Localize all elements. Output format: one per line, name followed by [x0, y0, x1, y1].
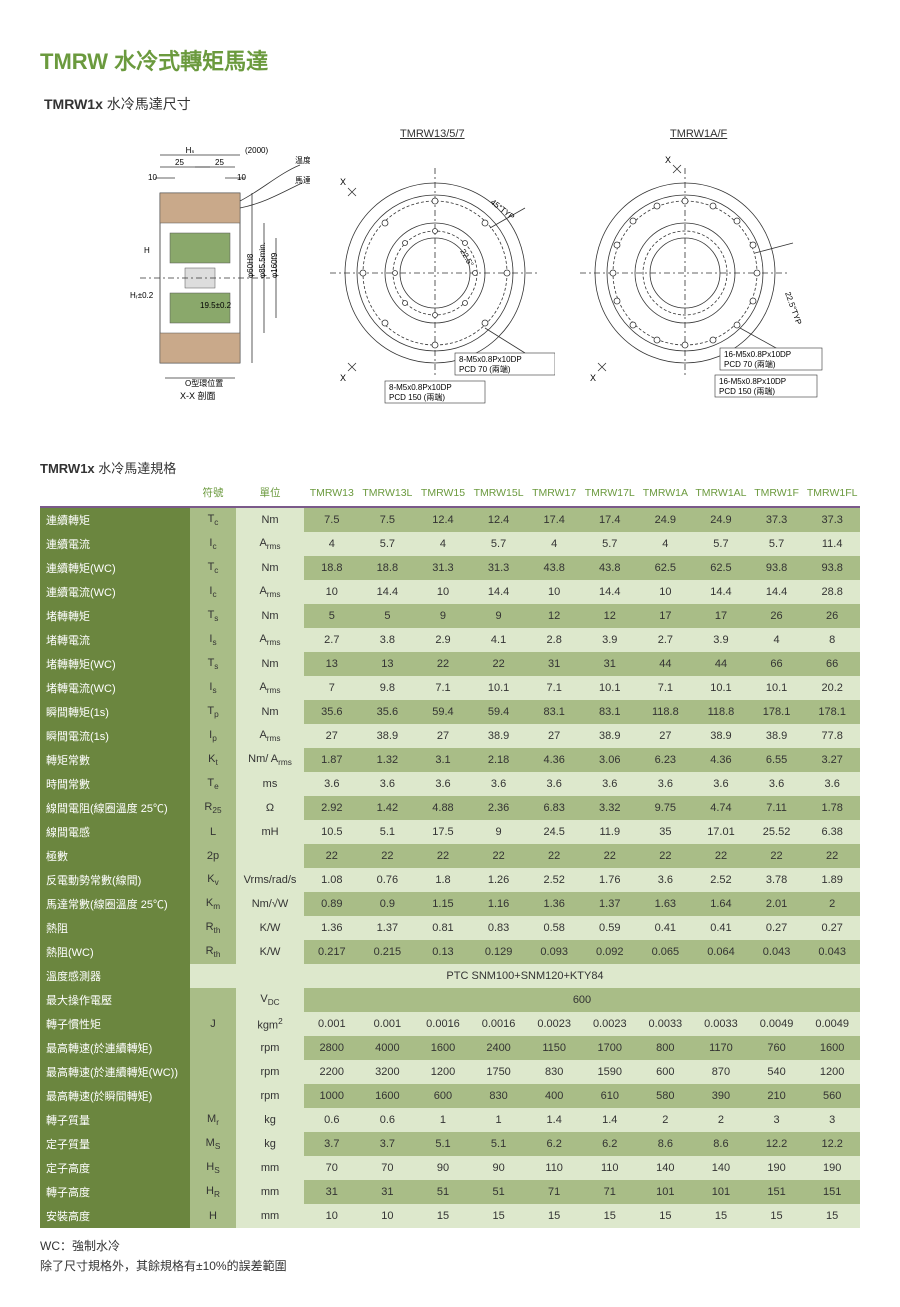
svg-text:X: X: [590, 373, 596, 383]
spec-table: 符號單位TMRW13TMRW13LTMRW15TMRW15LTMRW17TMRW…: [40, 481, 860, 1228]
subtitle: TMRW1x 水冷馬達尺寸: [44, 94, 860, 114]
table-row: 反電動勢常數(線間)KvVrms/rad/s1.080.761.81.262.5…: [40, 868, 860, 892]
table-row: 時間常數Tems3.63.63.63.63.63.63.63.63.63.6: [40, 772, 860, 796]
svg-text:Hᵣ±0.2: Hᵣ±0.2: [130, 291, 154, 300]
table-row: 定子高度HSmm70709090110110140140190190: [40, 1156, 860, 1180]
svg-text:馬達電源線: 馬達電源線: [295, 175, 310, 185]
svg-text:25: 25: [175, 158, 184, 167]
table-row: 轉子慣性矩Jkgm20.0010.0010.00160.00160.00230.…: [40, 1012, 860, 1036]
svg-text:φ60H8: φ60H8: [246, 253, 255, 278]
table-row: 連續電流IcArms45.745.745.745.75.711.4: [40, 532, 860, 556]
table-row: 堵轉電流IsArms2.73.82.94.12.83.92.73.948: [40, 628, 860, 652]
page-title: TMRW 水冷式轉矩馬達: [40, 44, 860, 76]
svg-text:PCD 70 (兩端): PCD 70 (兩端): [724, 359, 776, 369]
table-row: 連續轉矩TcNm7.57.512.412.417.417.424.924.937…: [40, 507, 860, 532]
svg-text:22.5°: 22.5°: [458, 248, 475, 269]
cross-section-svg: Hₛ (2000) 25 25 10 10 温度開關線 馬達電源線 H Hᵣ±0…: [40, 143, 310, 423]
table-row: 轉矩常數KtNm/ Arms1.871.323.12.184.363.066.2…: [40, 748, 860, 772]
svg-text:O型環位置: O型環位置: [185, 378, 223, 388]
svg-text:25: 25: [215, 158, 224, 167]
table-row: 溫度感測器PTC SNM100+SNM120+KTY84: [40, 964, 860, 988]
table-row: 熱阻RthK/W1.361.370.810.830.580.590.410.41…: [40, 916, 860, 940]
svg-text:PCD 150 (兩端): PCD 150 (兩端): [389, 392, 445, 402]
table-header-row: 符號單位TMRW13TMRW13LTMRW15TMRW15LTMRW17TMRW…: [40, 481, 860, 507]
table-row: 最高轉速(於連續轉矩)rpm28004000160024001150170080…: [40, 1036, 860, 1060]
table-row: 瞬間轉矩(1s)TpNm35.635.659.459.483.183.1118.…: [40, 700, 860, 724]
diagram-label-2: TMRW1A/F: [670, 128, 727, 140]
svg-text:X-X 剖面: X-X 剖面: [180, 390, 216, 401]
front-view-2-svg: X X 22.5°TYP 16-M5x0.8Px10DP PCD 70 (兩端)…: [575, 153, 825, 423]
table-row: 定子質量MSkg3.73.75.15.16.26.28.68.612.212.2: [40, 1132, 860, 1156]
svg-text:8-M5x0.8Px10DP: 8-M5x0.8Px10DP: [389, 383, 452, 392]
diagram-label-1: TMRW13/5/7: [400, 128, 465, 140]
table-row: 馬達常數(線圈溫度 25℃)KmNm/√W0.890.91.151.161.36…: [40, 892, 860, 916]
spec-title: TMRW1x 水冷馬達規格: [40, 458, 860, 477]
svg-text:(2000): (2000): [245, 146, 268, 155]
table-row: 最高轉速(於連續轉矩(WC))rpm2200320012001750830159…: [40, 1060, 860, 1084]
table-row: 堵轉電流(WC)IsArms79.87.110.17.110.17.110.11…: [40, 676, 860, 700]
svg-text:19.5±0.2: 19.5±0.2: [200, 301, 232, 310]
svg-text:10: 10: [237, 173, 246, 182]
table-row: 轉子質量Mrkg0.60.6111.41.42233: [40, 1108, 860, 1132]
svg-text:PCD 70 (兩端): PCD 70 (兩端): [459, 364, 511, 374]
table-row: 堵轉轉矩(WC)TsNm13132222313144446666: [40, 652, 860, 676]
svg-text:16-M5x0.8Px10DP: 16-M5x0.8Px10DP: [719, 377, 786, 386]
svg-text:Hₛ: Hₛ: [186, 146, 195, 155]
footer-notes: WC：強制水冷 除了尺寸規格外，其餘規格有±10%的誤差範圍: [40, 1236, 860, 1277]
svg-text:φ160f9: φ160f9: [270, 252, 279, 278]
table-row: 瞬間電流(1s)IpArms2738.92738.92738.92738.938…: [40, 724, 860, 748]
svg-text:PCD 150 (兩端): PCD 150 (兩端): [719, 386, 775, 396]
table-row: 連續轉矩(WC)TcNm18.818.831.331.343.843.862.5…: [40, 556, 860, 580]
table-row: 線間電阻(線圈溫度 25℃)R25Ω2.921.424.882.366.833.…: [40, 796, 860, 820]
svg-text:温度開關線: 温度開關線: [295, 155, 310, 165]
table-row: 線間電感LmH10.55.117.5924.511.93517.0125.526…: [40, 820, 860, 844]
table-row: 堵轉轉矩TsNm5599121217172626: [40, 604, 860, 628]
svg-text:8-M5x0.8Px10DP: 8-M5x0.8Px10DP: [459, 355, 522, 364]
table-row: 最高轉速(於瞬間轉矩)rpm10001600600830400610580390…: [40, 1084, 860, 1108]
table-row: 熱阻(WC)RthK/W0.2170.2150.130.1290.0930.09…: [40, 940, 860, 964]
svg-text:10: 10: [148, 173, 157, 182]
table-row: 極數2p22222222222222222222: [40, 844, 860, 868]
svg-text:45°TYP: 45°TYP: [489, 197, 516, 221]
svg-text:X: X: [665, 155, 671, 165]
table-row: 轉子高度HRmm313151517171101101151151: [40, 1180, 860, 1204]
svg-text:X: X: [340, 177, 346, 187]
dimension-diagrams: TMRW13/5/7 TMRW1A/F: [40, 128, 860, 438]
table-row: 連續電流(WC)IcArms1014.41014.41014.41014.414…: [40, 580, 860, 604]
svg-text:16-M5x0.8Px10DP: 16-M5x0.8Px10DP: [724, 350, 791, 359]
svg-text:22.5°TYP: 22.5°TYP: [783, 291, 803, 326]
table-row: 最大操作電壓VDC600: [40, 988, 860, 1012]
front-view-1-svg: X X 45°TYP 22.5° 8-M5x0.8Px10DP PCD 70 (…: [325, 153, 555, 423]
svg-text:φ85.5min.: φ85.5min.: [258, 242, 267, 278]
table-row: 安裝高度Hmm10101515151515151515: [40, 1204, 860, 1228]
svg-text:X: X: [340, 373, 346, 383]
svg-text:H: H: [144, 246, 150, 255]
